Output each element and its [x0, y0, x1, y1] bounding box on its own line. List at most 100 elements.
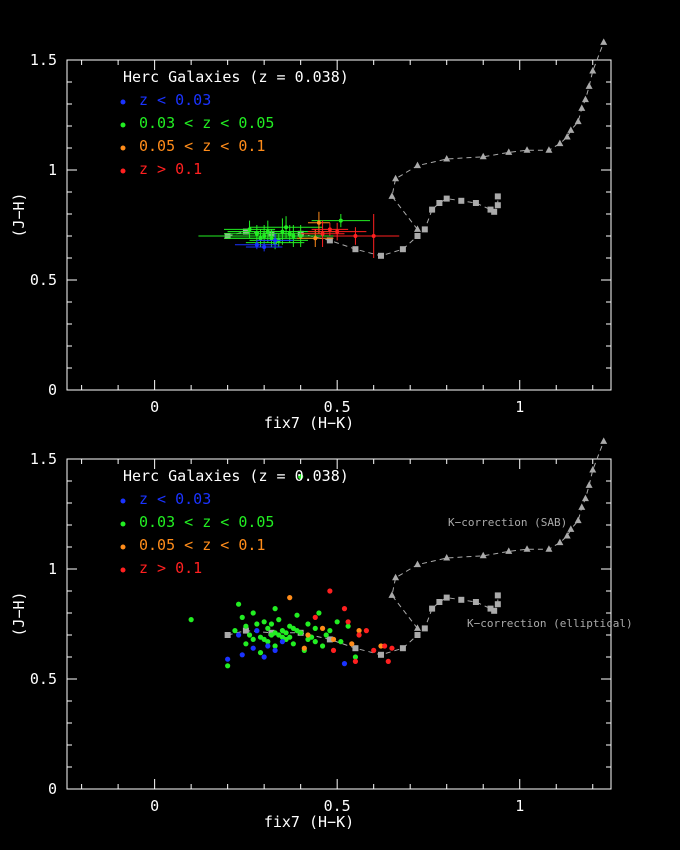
- data-point: [254, 628, 260, 634]
- data-point: [279, 634, 286, 640]
- data-point: [385, 658, 391, 665]
- data-point: [301, 645, 307, 651]
- data-point: [235, 632, 242, 638]
- kcorr-elliptical-marker: [494, 202, 501, 209]
- data-point: [312, 625, 318, 632]
- kcorr-sab-marker: [589, 466, 597, 473]
- kcorr-sab-marker: [556, 139, 564, 147]
- kcorr-sab-marker: [585, 82, 593, 89]
- annotation-kcorr-elliptical: K−correction (elliptical): [467, 617, 633, 630]
- kcorr-elliptical-marker: [399, 246, 406, 253]
- kcorr-sab-marker: [574, 117, 582, 125]
- kcorr-elliptical-marker: [326, 237, 333, 244]
- data-point: [305, 621, 311, 627]
- legend: Herc Galaxies (z = 0.038) z < 0.03 0.03 < …: [120, 68, 349, 178]
- data-point: [371, 234, 376, 238]
- y-axis-label: (J−H): [10, 192, 28, 237]
- kcorr-elliptical-marker: [494, 601, 501, 608]
- kcorr-elliptical-marker: [436, 599, 443, 605]
- kcorr-sab-marker: [479, 551, 487, 559]
- kcorr-elliptical-marker: [494, 592, 501, 599]
- data-point: [345, 623, 351, 629]
- kcorr-elliptical-marker: [429, 605, 436, 612]
- legend: Herc Galaxies (z = 0.038) z < 0.03 0.03 < …: [120, 467, 349, 577]
- data-point: [250, 636, 256, 643]
- x-tick-label: 1: [515, 797, 524, 815]
- data-point: [265, 643, 271, 649]
- data-point: [254, 621, 260, 627]
- y-axis-label: (J−H): [10, 591, 28, 636]
- x-tick-label: 1: [515, 398, 524, 416]
- kcorr-sab-line: [391, 42, 605, 230]
- kcorr-elliptical-marker: [491, 208, 498, 215]
- data-point: [239, 652, 245, 658]
- legend-marker: [120, 168, 126, 174]
- kcorr-elliptical-marker: [414, 233, 421, 239]
- legend-marker: [120, 544, 126, 550]
- data-point: [330, 647, 337, 654]
- legend-title: Herc Galaxies (z = 0.038): [123, 68, 349, 86]
- data-point: [247, 227, 252, 232]
- y-tick-label: 0.5: [30, 670, 57, 688]
- data-point: [389, 645, 395, 651]
- data-point: [313, 236, 318, 241]
- data-point: [287, 595, 293, 601]
- x-tick-label: 0.5: [324, 398, 351, 416]
- kcorr-elliptical-marker: [377, 651, 384, 658]
- kcorr-elliptical-marker: [224, 632, 231, 638]
- data-point: [188, 617, 194, 623]
- data-point: [371, 647, 377, 654]
- data-point: [272, 630, 278, 636]
- data-point: [352, 658, 359, 665]
- kcorr-sab-marker: [578, 503, 586, 510]
- kcorr-sab-marker: [392, 174, 400, 182]
- chart-panel-1: 0 0.5 1 0 0.5 1 1.5 fix7 (H−K) (J−H) Herc Galaxie…: [10, 38, 612, 432]
- data-point: [294, 612, 300, 618]
- legend-marker: [120, 99, 126, 105]
- y-tick-label: 1: [48, 560, 57, 578]
- kcorr-sab-marker: [388, 192, 396, 199]
- data-point: [262, 245, 267, 249]
- data-point: [276, 617, 282, 623]
- data-point: [272, 606, 278, 612]
- kcorr-elliptical-marker: [491, 607, 498, 614]
- kcorr-sab-marker: [443, 155, 451, 162]
- kcorr-sab-marker: [578, 104, 586, 111]
- data-point: [334, 619, 340, 625]
- kcorr-elliptical-marker: [494, 193, 501, 200]
- kcorr-elliptical-marker: [421, 625, 428, 632]
- data-point: [305, 636, 311, 643]
- kcorr-elliptical-marker: [399, 645, 406, 652]
- y-tick-label: 1: [48, 161, 57, 179]
- data-point: [378, 643, 384, 649]
- kcorr-sab-marker: [413, 225, 421, 232]
- data-point: [284, 225, 289, 230]
- data-point: [254, 242, 259, 247]
- x-tick-label: 0: [150, 398, 159, 416]
- kcorr-sab-marker: [563, 532, 571, 539]
- kcorr-sab-marker: [581, 95, 589, 103]
- kcorr-elliptical-marker: [487, 605, 494, 612]
- legend-marker: [120, 567, 126, 573]
- data-point: [294, 628, 300, 634]
- legend-marker: [120, 145, 126, 151]
- data-point: [283, 630, 289, 636]
- data-point: [250, 645, 256, 651]
- data-point: [257, 650, 264, 656]
- kcorr-elliptical-marker: [472, 599, 479, 605]
- data-point: [261, 654, 267, 660]
- kcorr-sab-marker: [545, 146, 553, 153]
- data-point: [341, 661, 348, 667]
- data-point: [279, 639, 286, 645]
- x-tick-label: 0.5: [324, 797, 351, 815]
- kcorr-sab-marker: [413, 624, 421, 631]
- data-point: [335, 229, 340, 234]
- x-axis-label: fix7 (H−K): [264, 414, 354, 432]
- y-tick-label: 1.5: [30, 51, 57, 69]
- plot-frame: [66, 458, 612, 790]
- kcorr-sab-marker: [523, 545, 531, 552]
- data-point: [345, 619, 351, 625]
- data-point: [239, 614, 245, 621]
- annotation-kcorr-sab: K−correction (SAB): [448, 516, 567, 529]
